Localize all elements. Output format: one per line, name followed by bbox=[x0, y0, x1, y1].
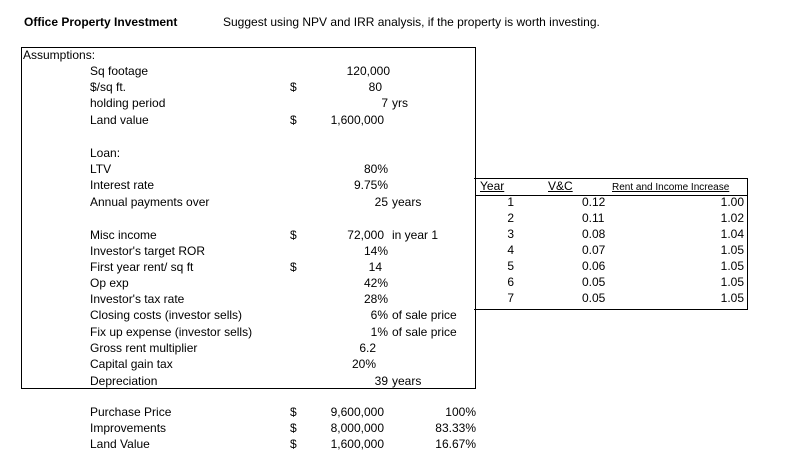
year-cell: 5 bbox=[507, 259, 514, 273]
vc-cell: 0.05 bbox=[582, 275, 606, 289]
vc-cell: 0.06 bbox=[582, 259, 606, 273]
rate-table-header-year: Year bbox=[480, 179, 505, 193]
assumption-value: 6.2 bbox=[359, 341, 376, 355]
dollar-sign: $ bbox=[290, 260, 297, 274]
assumption-value: 14% bbox=[363, 244, 388, 258]
assumption-label: Loan: bbox=[90, 146, 121, 160]
assumption-value: 7 bbox=[381, 96, 388, 110]
assumption-value: 20% bbox=[351, 357, 376, 371]
increase-cell: 1.05 bbox=[720, 291, 744, 305]
page-title: Office Property Investment bbox=[24, 15, 178, 29]
assumption-value: 9.75% bbox=[353, 178, 388, 192]
assumption-label: Misc income bbox=[90, 228, 157, 242]
assumption-value: 28% bbox=[363, 292, 388, 306]
dollar-sign: $ bbox=[290, 421, 297, 435]
vc-cell: 0.11 bbox=[582, 211, 605, 225]
rate-table-header-vc: V&C bbox=[548, 179, 573, 193]
assumption-unit: of sale price bbox=[392, 308, 457, 322]
assumption-label: Depreciation bbox=[90, 374, 158, 388]
vc-cell: 0.05 bbox=[582, 291, 606, 305]
assumption-label: Fix up expense (investor sells) bbox=[90, 325, 253, 339]
assumption-value: 6% bbox=[370, 308, 388, 322]
increase-cell: 1.05 bbox=[720, 243, 744, 257]
assumption-label: holding period bbox=[90, 96, 166, 110]
dollar-sign: $ bbox=[290, 80, 297, 94]
year-cell: 4 bbox=[507, 243, 514, 257]
rate-table-header-rule bbox=[475, 195, 747, 196]
suggestion-text: Suggest using NPV and IRR analysis, if t… bbox=[223, 15, 600, 29]
assumption-value: 1% bbox=[370, 325, 388, 339]
rate-table-box bbox=[474, 178, 748, 310]
assumption-value: 80 bbox=[368, 80, 382, 94]
assumption-unit: yrs bbox=[392, 96, 408, 110]
increase-cell: 1.05 bbox=[720, 259, 744, 273]
cost-value: 8,000,000 bbox=[330, 421, 384, 435]
cost-label: Land Value bbox=[90, 437, 150, 451]
assumption-label: Capital gain tax bbox=[90, 357, 173, 371]
cost-value: 1,600,000 bbox=[330, 437, 384, 451]
assumption-label: $/sq ft. bbox=[90, 80, 127, 94]
vc-cell: 0.07 bbox=[582, 243, 606, 257]
dollar-sign: $ bbox=[290, 437, 297, 451]
assumption-label: First year rent/ sq ft bbox=[90, 260, 194, 274]
cost-value: 9,600,000 bbox=[330, 405, 384, 419]
assumption-label: Investor's target ROR bbox=[90, 244, 205, 258]
increase-cell: 1.04 bbox=[720, 227, 744, 241]
assumption-label: Interest rate bbox=[90, 178, 155, 192]
assumption-label: Closing costs (investor sells) bbox=[90, 308, 243, 322]
dollar-sign: $ bbox=[290, 228, 297, 242]
assumption-value: 25 bbox=[374, 195, 388, 209]
year-cell: 6 bbox=[507, 275, 514, 289]
cost-label: Purchase Price bbox=[90, 405, 172, 419]
assumption-value: 80% bbox=[363, 162, 388, 176]
assumption-label: Land value bbox=[90, 113, 149, 127]
assumption-label: Annual payments over bbox=[90, 195, 210, 209]
year-cell: 3 bbox=[507, 227, 514, 241]
assumption-unit: years bbox=[392, 374, 422, 388]
cost-percent: 100% bbox=[445, 405, 476, 419]
assumption-unit: of sale price bbox=[392, 325, 457, 339]
vc-cell: 0.12 bbox=[582, 195, 606, 209]
cost-percent: 83.33% bbox=[435, 421, 476, 435]
year-cell: 7 bbox=[507, 291, 514, 305]
assumption-label: Op exp bbox=[90, 276, 129, 290]
assumption-label: Gross rent multiplier bbox=[90, 341, 198, 355]
rate-table-header-increase: Rent and Income Increase bbox=[612, 182, 730, 193]
assumption-value: 14 bbox=[368, 260, 382, 274]
assumption-unit: in year 1 bbox=[392, 228, 439, 242]
assumption-value: 72,000 bbox=[347, 228, 384, 242]
assumption-label: Sq footage bbox=[90, 64, 149, 78]
increase-cell: 1.02 bbox=[720, 211, 744, 225]
assumption-value: 42% bbox=[363, 276, 388, 290]
dollar-sign: $ bbox=[290, 405, 297, 419]
assumptions-box bbox=[21, 47, 476, 389]
assumption-label: LTV bbox=[90, 162, 112, 176]
year-cell: 1 bbox=[507, 195, 514, 209]
year-cell: 2 bbox=[507, 211, 514, 225]
increase-cell: 1.05 bbox=[720, 275, 744, 289]
increase-cell: 1.00 bbox=[720, 195, 744, 209]
assumption-label: Investor's tax rate bbox=[90, 292, 185, 306]
assumption-value: 120,000 bbox=[346, 64, 390, 78]
assumption-unit: years bbox=[392, 195, 422, 209]
assumption-value: 39 bbox=[374, 374, 388, 388]
cost-percent: 16.67% bbox=[435, 437, 476, 451]
assumption-value: 1,600,000 bbox=[330, 113, 384, 127]
dollar-sign: $ bbox=[290, 113, 297, 127]
vc-cell: 0.08 bbox=[582, 227, 606, 241]
cost-label: Improvements bbox=[90, 421, 167, 435]
assumptions-heading: Assumptions: bbox=[23, 48, 96, 62]
